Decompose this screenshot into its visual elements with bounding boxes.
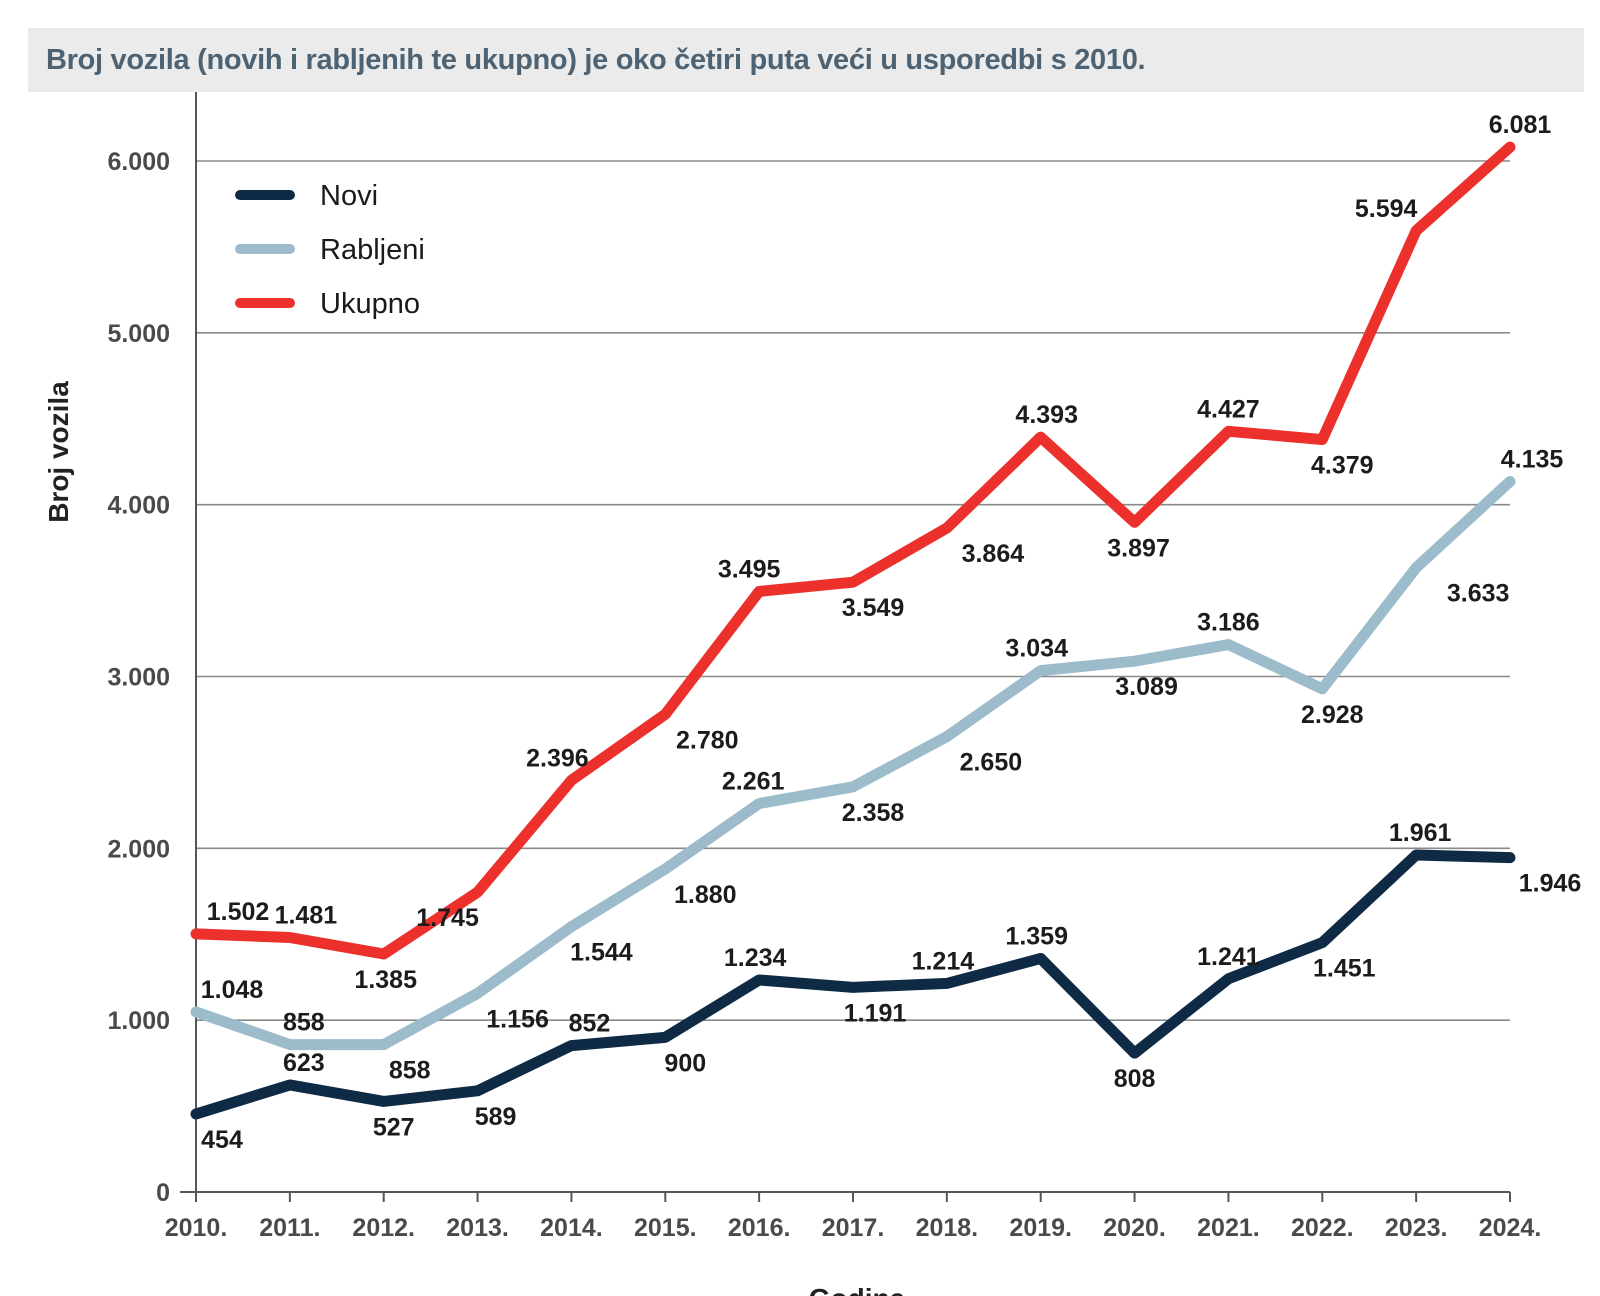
data-label-ukupno: 1.481 [275, 902, 338, 930]
data-label-novi: 852 [569, 1010, 611, 1038]
data-label-ukupno: 5.594 [1355, 195, 1418, 223]
x-tick-label: 2018. [916, 1214, 979, 1242]
series-line-novi [190, 849, 1516, 1120]
data-label-rabljeni: 3.034 [1005, 635, 1068, 663]
data-label-novi: 1.946 [1519, 870, 1582, 898]
x-tick-label: 2010. [165, 1214, 228, 1242]
data-label-ukupno: 1.745 [416, 904, 479, 932]
data-label-novi: 1.241 [1197, 943, 1260, 971]
data-label-rabljeni: 2.261 [722, 767, 785, 795]
data-label-novi: 1.214 [912, 947, 975, 975]
data-label-rabljeni: 4.135 [1501, 445, 1564, 473]
data-label-rabljeni: 3.089 [1115, 673, 1178, 701]
data-label-ukupno: 2.396 [526, 744, 589, 772]
data-label-rabljeni: 2.650 [960, 749, 1023, 777]
data-label-novi: 1.961 [1389, 819, 1452, 847]
x-tick-label: 2022. [1291, 1214, 1354, 1242]
chart-title-bar: Broj vozila (novih i rabljenih te ukupno… [28, 28, 1584, 92]
x-tick-label: 2021. [1197, 1214, 1260, 1242]
y-tick-label: 0 [156, 1179, 170, 1207]
x-tick-label: 2016. [728, 1214, 791, 1242]
x-axis-title: Godina [809, 1283, 906, 1296]
data-label-novi: 589 [475, 1103, 517, 1131]
series-lines [190, 141, 1516, 1120]
data-label-novi: 900 [664, 1049, 706, 1077]
x-tick-label: 2015. [634, 1214, 697, 1242]
data-label-ukupno: 4.393 [1015, 401, 1078, 429]
data-label-ukupno: 4.427 [1197, 395, 1260, 423]
data-label-rabljeni: 858 [283, 1009, 325, 1037]
y-axis-title: Broj vozila [43, 381, 74, 523]
x-tick-label: 2023. [1385, 1214, 1448, 1242]
x-tick-label: 2013. [446, 1214, 509, 1242]
y-tick-label: 6.000 [107, 148, 170, 176]
data-label-rabljeni: 2.358 [842, 799, 905, 827]
y-tick-label: 3.000 [107, 664, 170, 692]
data-label-ukupno: 3.897 [1107, 534, 1170, 562]
data-label-rabljeni: 2.928 [1301, 701, 1364, 729]
data-label-ukupno: 2.780 [676, 726, 739, 754]
data-label-ukupno: 3.549 [842, 594, 905, 622]
data-label-rabljeni: 1.880 [674, 881, 737, 909]
data-label-novi: 527 [373, 1113, 415, 1141]
x-tick-label: 2024. [1479, 1214, 1542, 1242]
legend-label-ukupno: Ukupno [320, 288, 420, 320]
y-axis-ticks: 0 1.000 2.000 3.000 4.000 5.000 6.000 [107, 148, 170, 1207]
data-label-rabljeni: 3.633 [1447, 580, 1510, 608]
legend: Novi Rabljeni Ukupno [235, 180, 425, 320]
data-label-novi: 1.451 [1313, 955, 1376, 983]
data-label-novi: 623 [283, 1049, 325, 1077]
data-label-ukupno: 1.502 [207, 898, 270, 926]
x-tick-label: 2020. [1103, 1214, 1166, 1242]
data-label-ukupno: 4.379 [1311, 452, 1374, 480]
x-tick-label: 2019. [1009, 1214, 1072, 1242]
series-line-ukupno [190, 141, 1516, 960]
data-label-ukupno: 6.081 [1489, 111, 1552, 139]
y-tick-label: 4.000 [107, 492, 170, 520]
y-tick-label: 1.000 [107, 1007, 170, 1035]
data-label-rabljeni: 1.048 [201, 976, 264, 1004]
x-axis-ticks: 2010. 2011. 2012. 2013. 2014. 2015. 2016. 2017.… [165, 1192, 1542, 1242]
data-label-ukupno: 3.495 [718, 555, 781, 583]
data-label-novi: 454 [201, 1126, 243, 1154]
chart-title: Broj vozila (novih i rabljenih te ukupno… [46, 44, 1146, 76]
data-label-ukupno: 1.385 [354, 966, 417, 994]
data-label-novi: 1.359 [1005, 922, 1068, 950]
x-tick-label: 2012. [352, 1214, 415, 1242]
data-label-novi: 1.191 [844, 999, 907, 1027]
data-label-novi: 808 [1114, 1065, 1156, 1093]
y-tick-label: 2.000 [107, 835, 170, 863]
legend-label-rabljeni: Rabljeni [320, 234, 425, 266]
x-tick-label: 2011. [259, 1214, 320, 1242]
data-label-rabljeni: 3.186 [1197, 609, 1260, 637]
data-label-novi: 1.234 [724, 944, 787, 972]
legend-label-novi: Novi [320, 180, 378, 212]
y-tick-label: 5.000 [107, 320, 170, 348]
data-label-ukupno: 3.864 [962, 540, 1025, 568]
x-tick-label: 2014. [540, 1214, 603, 1242]
data-label-rabljeni: 858 [389, 1057, 431, 1085]
data-label-rabljeni: 1.156 [486, 1005, 549, 1033]
series-line-rabljeni [190, 475, 1516, 1051]
x-tick-label: 2017. [822, 1214, 885, 1242]
data-label-rabljeni: 1.544 [570, 939, 633, 967]
